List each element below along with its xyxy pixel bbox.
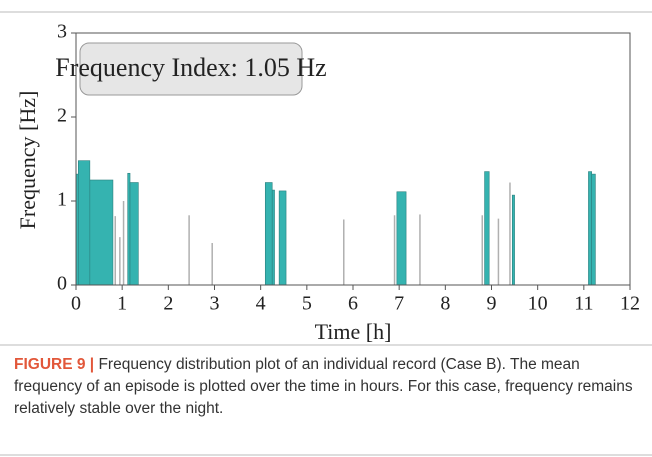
x-tick-label: 8 <box>440 293 450 315</box>
bar <box>127 172 131 286</box>
x-tick-label: 11 <box>574 293 593 315</box>
y-tick-label: 1 <box>57 189 67 211</box>
caption-label: FIGURE 9 | <box>14 356 95 373</box>
y-tick-label: 3 <box>57 21 67 43</box>
y-axis-label: Frequency [Hz] <box>15 91 40 230</box>
bar <box>264 182 273 286</box>
caption-text: Frequency distribution plot of an indivi… <box>14 356 633 417</box>
y-tick-label: 2 <box>57 105 67 127</box>
bar <box>396 191 407 286</box>
x-tick-label: 1 <box>117 293 127 315</box>
x-tick-label: 9 <box>487 293 497 315</box>
bar <box>89 179 114 286</box>
x-axis-label: Time [h] <box>315 319 392 344</box>
annotation: Frequency Index: 1.05 Hz <box>55 53 326 82</box>
x-tick-label: 12 <box>620 293 640 315</box>
x-tick-label: 5 <box>302 293 312 315</box>
x-tick-label: 10 <box>528 293 548 315</box>
x-tick-label: 2 <box>163 293 173 315</box>
x-tick-label: 4 <box>256 293 266 315</box>
bar <box>484 171 490 286</box>
y-tick-label: 0 <box>57 273 67 295</box>
annotation-box <box>79 42 303 96</box>
bar <box>591 173 596 286</box>
x-tick-label: 6 <box>348 293 358 315</box>
bar <box>588 171 592 286</box>
bar <box>278 190 287 286</box>
x-tick-label: 7 <box>394 293 404 315</box>
x-tick-label: 3 <box>210 293 220 315</box>
bar <box>511 194 515 286</box>
caption: FIGURE 9 | Frequency distribution plot o… <box>14 354 642 420</box>
x-tick-label: 0 <box>71 293 81 315</box>
bar <box>78 160 91 286</box>
bar <box>271 189 275 286</box>
bar <box>129 182 139 286</box>
